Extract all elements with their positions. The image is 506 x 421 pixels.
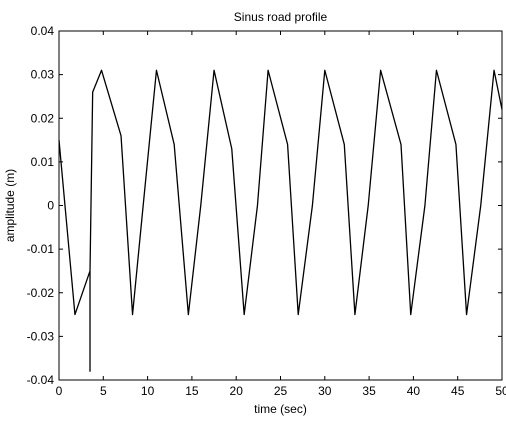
series-line-0 <box>58 69 503 372</box>
y-axis-label: amplitude (m) <box>3 169 17 242</box>
y-tick-label: 0.01 <box>31 155 55 169</box>
x-tick-label: 25 <box>274 384 288 398</box>
y-tick-label: 0.02 <box>31 111 55 125</box>
x-tick-label: 5 <box>100 384 107 398</box>
axis-ticks <box>58 30 503 381</box>
y-tick-label: -0.04 <box>27 373 55 387</box>
x-tick-label: 30 <box>318 384 332 398</box>
x-tick-label: 40 <box>407 384 421 398</box>
chart-title: Sinus road profile <box>234 10 328 24</box>
y-tick-label: 0.04 <box>31 24 55 38</box>
plot-frame <box>58 30 503 381</box>
x-tick-label: 35 <box>362 384 376 398</box>
x-tick-label: 45 <box>451 384 465 398</box>
x-tick-label: 20 <box>230 384 244 398</box>
x-axis-label: time (sec) <box>254 402 307 416</box>
x-tick-label: 0 <box>56 384 63 398</box>
tick-labels: 0 5 10 15 20 25 30 35 40 45 50 -0.04 -0.03 -0.02 -0.01… <box>27 24 506 398</box>
x-tick-label: 50 <box>495 384 506 398</box>
y-tick-label: -0.02 <box>27 286 55 300</box>
x-tick-label: 15 <box>185 384 199 398</box>
y-tick-label: -0.03 <box>27 329 55 343</box>
y-tick-label: 0.03 <box>31 68 55 82</box>
y-tick-label: -0.01 <box>27 242 55 256</box>
plot-area <box>58 30 503 381</box>
y-tick-label: 0 <box>47 199 54 213</box>
x-tick-label: 10 <box>141 384 155 398</box>
